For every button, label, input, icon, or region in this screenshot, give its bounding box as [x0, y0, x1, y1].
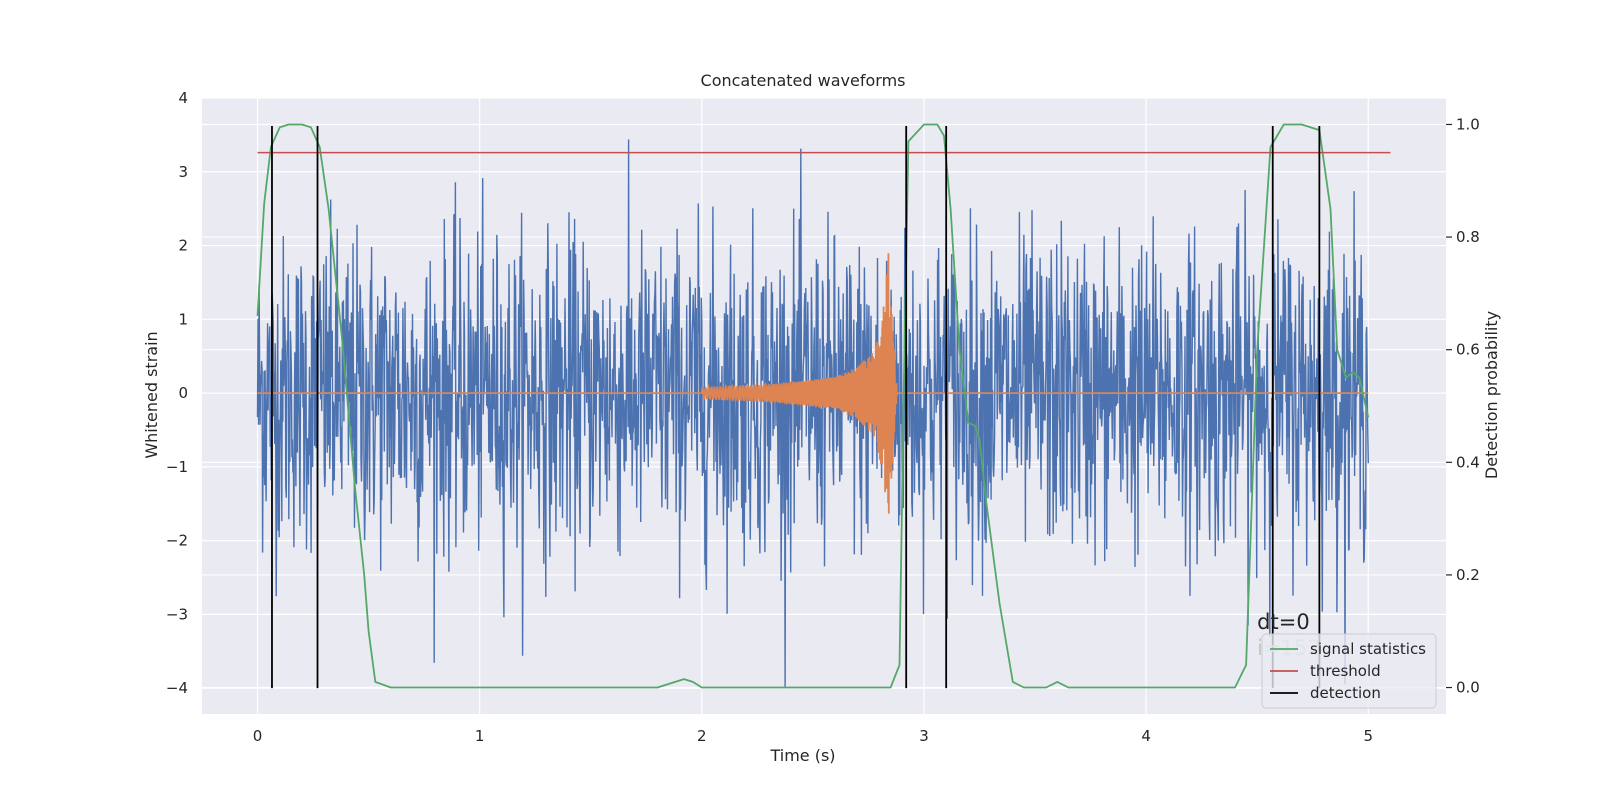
x-tick-label: 5 — [1363, 727, 1373, 745]
y-axis-right: 0.0 0.2 0.4 0.6 0.8 1.0 — [1446, 115, 1480, 697]
y-tick-label: 4 — [178, 89, 188, 107]
legend: signal statistics threshold detection — [1261, 633, 1437, 709]
y2-tick-label: 0.8 — [1456, 228, 1480, 246]
y-tick-label: 0 — [178, 384, 188, 402]
x-tick-label: 3 — [919, 727, 929, 745]
signal-statistics-line — [256, 123, 1370, 689]
y2-tick-label: 0.2 — [1456, 566, 1480, 584]
legend-label: signal statistics — [1310, 640, 1426, 658]
x-tick-label: 0 — [253, 727, 263, 745]
y-tick-label: −4 — [166, 679, 188, 697]
y2-tick-label: 0.0 — [1456, 679, 1480, 697]
y-tick-label: −3 — [166, 605, 188, 623]
legend-label: detection — [1310, 684, 1381, 702]
x-tick-label: 4 — [1141, 727, 1151, 745]
annotation-dt: dt=0 — [1257, 610, 1310, 634]
y-tick-label: 1 — [178, 310, 188, 328]
legend-label: threshold — [1310, 662, 1381, 680]
noise-series — [256, 139, 1369, 689]
y2-tick-label: 0.4 — [1456, 453, 1480, 471]
y-axis-left: −4 −3 −2 −1 0 1 2 3 4 — [166, 89, 188, 697]
waveform-series — [257, 253, 1369, 514]
y2-tick-label: 0.6 — [1456, 341, 1480, 359]
y2-tick-label: 1.0 — [1456, 115, 1480, 133]
y-tick-label: −1 — [166, 458, 188, 476]
y-axis-label: Whitened strain — [142, 331, 161, 458]
x-axis: 0 1 2 3 4 5 — [253, 727, 1373, 745]
x-tick-label: 2 — [697, 727, 707, 745]
y-tick-label: 2 — [178, 237, 188, 255]
x-axis-label: Time (s) — [769, 746, 835, 765]
legend-box — [1261, 633, 1437, 709]
chart-title: Concatenated waveforms — [701, 71, 906, 90]
y-tick-label: 3 — [178, 163, 188, 181]
x-tick-label: 1 — [475, 727, 485, 745]
y2-axis-label: Detection probability — [1482, 311, 1501, 479]
plot-area — [256, 123, 1391, 689]
y-tick-label: −2 — [166, 532, 188, 550]
